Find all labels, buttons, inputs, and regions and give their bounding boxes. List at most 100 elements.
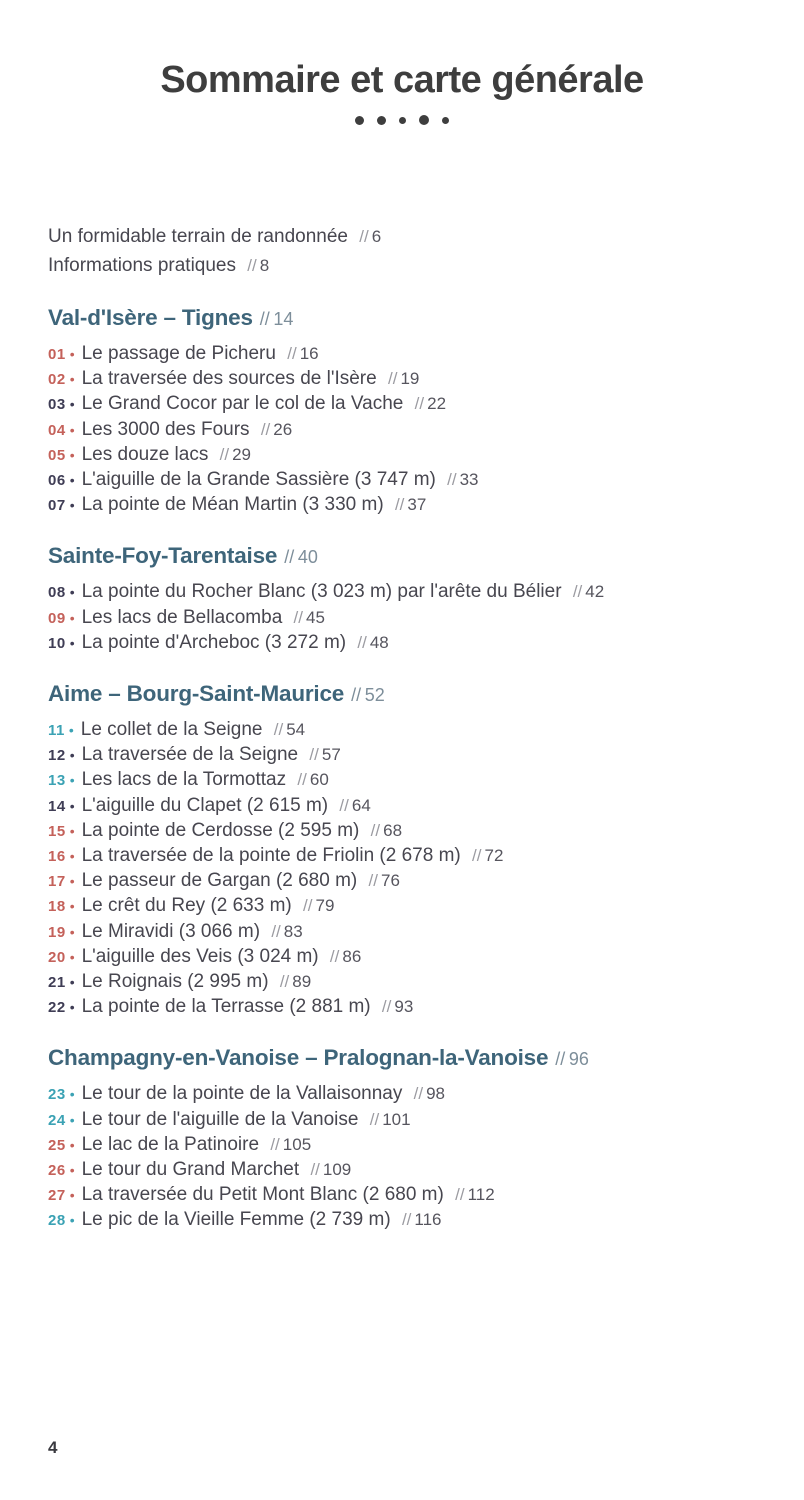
bullet-icon: • bbox=[69, 948, 75, 965]
page-ref-separator: // bbox=[388, 369, 398, 389]
toc-item-page-ref: //16 bbox=[287, 344, 318, 363]
dot-icon bbox=[355, 115, 364, 125]
toc-item-number: 08 bbox=[48, 584, 66, 602]
bullet-icon: • bbox=[69, 497, 75, 514]
toc-item-number: 19 bbox=[48, 923, 66, 941]
toc-item-number: 12 bbox=[48, 747, 66, 765]
section-page-ref: // 40 bbox=[284, 547, 318, 567]
toc-item: 07 • La pointe de Méan Martin (3 330 m) //… bbox=[48, 493, 764, 518]
toc-item-label: Le lac de la Patinoire bbox=[81, 1133, 265, 1155]
toc-item-page-ref: //42 bbox=[573, 582, 604, 601]
page-ref-separator: // bbox=[271, 921, 281, 941]
toc-item: 04 • Les 3000 des Fours //26 bbox=[48, 418, 764, 443]
toc-item-number: 20 bbox=[48, 948, 66, 966]
toc-item-label: La pointe de Méan Martin (3 330 m) bbox=[81, 494, 389, 516]
toc-item-page-ref: //76 bbox=[369, 871, 400, 890]
section-page-ref: // 96 bbox=[555, 1049, 589, 1069]
dot-icon bbox=[442, 116, 449, 124]
page-ref-separator: // bbox=[329, 946, 340, 966]
page-title: Sommaire et carte générale bbox=[160, 59, 644, 101]
page-ref-number: 79 bbox=[315, 896, 335, 916]
page-ref-separator: // bbox=[370, 820, 381, 840]
toc-item-label: La traversée des sources de l'Isère bbox=[81, 368, 382, 390]
toc-item-page-ref: //57 bbox=[309, 745, 340, 764]
page-ref-separator: // bbox=[447, 470, 457, 490]
toc-item-number: 22 bbox=[48, 999, 66, 1017]
toc-item: 22 • La pointe de la Terrasse (2 881 m) //… bbox=[48, 995, 764, 1020]
page-ref-separator: // bbox=[394, 495, 405, 515]
toc-item-number: 10 bbox=[48, 634, 66, 652]
footer-page-number: 4 bbox=[48, 1438, 58, 1457]
toc-item-number: 11 bbox=[48, 722, 65, 740]
toc-item-page-ref: //116 bbox=[402, 1210, 442, 1229]
section-title-text: Sainte-Foy-Tarentaise bbox=[48, 543, 278, 569]
page-ref-separator: // bbox=[310, 1160, 320, 1180]
toc-item-label: Le Roignais (2 995 m) bbox=[81, 971, 274, 993]
toc-item: 25 • Le lac de la Patinoire //105 bbox=[48, 1133, 764, 1158]
bullet-icon: • bbox=[69, 873, 75, 890]
toc-item-page-ref: //68 bbox=[371, 821, 402, 840]
page-ref-number: 112 bbox=[467, 1185, 495, 1205]
bullet-icon: • bbox=[69, 974, 75, 991]
page-ref-number: 83 bbox=[283, 921, 303, 941]
toc-item: 21 • Le Roignais (2 995 m) //89 bbox=[48, 970, 764, 995]
intro-item-label: Informations pratiques bbox=[48, 255, 242, 276]
page-ref-separator: // bbox=[219, 444, 230, 464]
toc-item-page-ref: //29 bbox=[220, 445, 251, 464]
toc-item-label: Le tour de la pointe de la Vallaisonnay bbox=[81, 1083, 408, 1105]
page-ref-number: 93 bbox=[394, 997, 414, 1017]
toc-item-label: L'aiguille de la Grande Sassière (3 747 … bbox=[81, 469, 442, 491]
toc-item-label: Le tour du Grand Marchet bbox=[81, 1159, 305, 1181]
toc-item-label: Le Grand Cocor par le col de la Vache bbox=[81, 393, 409, 415]
page-ref-separator: // bbox=[284, 547, 295, 568]
toc-item-list: 01 • Le passage de Picheru //16 02 • La trave… bbox=[48, 342, 764, 518]
toc-content: Un formidable terrain de randonnée //6 In… bbox=[0, 222, 804, 1234]
section-title-text: Val-d'Isère – Tignes bbox=[48, 305, 253, 330]
bullet-icon: • bbox=[69, 999, 75, 1016]
bullet-icon: • bbox=[69, 472, 75, 489]
bullet-icon: • bbox=[69, 1111, 75, 1128]
toc-item-page-ref: //86 bbox=[330, 947, 361, 966]
page-ref-number: 19 bbox=[400, 369, 420, 389]
toc-item-list: 11 • Le collet de la Seigne // 54 12 • La trav… bbox=[48, 718, 764, 1020]
toc-item-label: Le crêt du Rey (2 633 m) bbox=[81, 895, 298, 917]
toc-item: 08 • La pointe du Rocher Blanc (3 023 m) p… bbox=[48, 580, 764, 605]
page-ref-number: 72 bbox=[484, 846, 504, 866]
bullet-icon: • bbox=[69, 609, 75, 626]
section-title: Val-d'Isère – Tignes // 14 bbox=[48, 304, 764, 333]
page-ref-number: 64 bbox=[351, 795, 371, 815]
toc-item-label: Le tour de l'aiguille de la Vanoise bbox=[81, 1108, 364, 1130]
toc-item-number: 03 bbox=[48, 396, 66, 414]
toc-item-label: Le collet de la Seigne bbox=[80, 719, 268, 741]
toc-item: 16 • La traversée de la pointe de Friolin … bbox=[48, 844, 764, 869]
toc-item-label: Les douze lacs bbox=[81, 443, 214, 465]
toc-item-number: 07 bbox=[48, 497, 66, 515]
toc-item-label: La pointe d'Archeboc (3 272 m) bbox=[81, 631, 352, 653]
toc-item-page-ref: //93 bbox=[382, 997, 413, 1016]
page-ref-separator: // bbox=[260, 419, 271, 439]
toc-item-number: 23 bbox=[48, 1086, 66, 1104]
bullet-icon: • bbox=[69, 1136, 75, 1153]
toc-item-number: 27 bbox=[48, 1187, 66, 1205]
page-ref-separator: // bbox=[297, 770, 307, 790]
toc-item: 23 • Le tour de la pointe de la Vallaisonn… bbox=[48, 1082, 764, 1107]
toc-item-number: 15 bbox=[48, 822, 66, 840]
section-page-ref: // 14 bbox=[260, 309, 294, 329]
page-ref-number: 54 bbox=[286, 720, 306, 740]
toc-item-number: 21 bbox=[48, 974, 66, 992]
toc-item: 12 • La traversée de la Seigne //57 bbox=[48, 743, 764, 768]
page-ref-separator: // bbox=[455, 1185, 465, 1205]
toc-item: 20 • L'aiguille des Veis (3 024 m) //86 bbox=[48, 945, 764, 970]
toc-item: 05 • Les douze lacs //29 bbox=[48, 443, 764, 468]
bullet-icon: • bbox=[69, 1212, 75, 1229]
page-ref-separator: // bbox=[369, 1109, 380, 1129]
toc-item-page-ref: //112 bbox=[455, 1185, 495, 1204]
toc-item-page-ref: //19 bbox=[388, 369, 419, 388]
toc-item-page-ref: //79 bbox=[303, 896, 334, 915]
page-ref-separator: // bbox=[293, 607, 303, 627]
toc-item-page-ref: //33 bbox=[447, 470, 478, 489]
toc-item: 03 • Le Grand Cocor par le col de la Vache… bbox=[48, 392, 764, 417]
section-title: Sainte-Foy-Tarentaise // 40 bbox=[48, 542, 764, 571]
toc-item-page-ref: //98 bbox=[414, 1084, 445, 1103]
